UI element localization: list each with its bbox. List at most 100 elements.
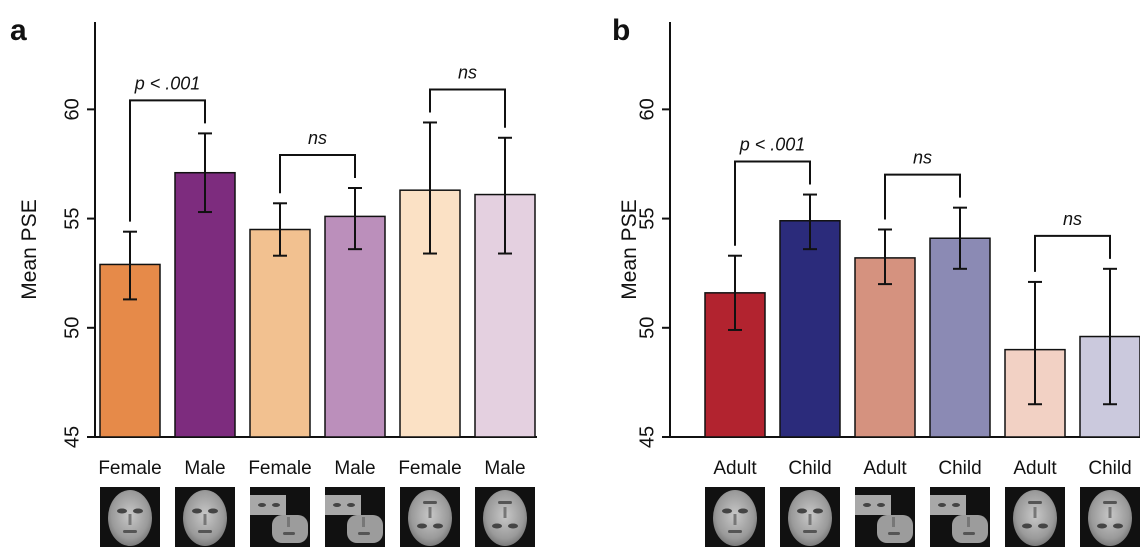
category-label: Female [98, 458, 161, 479]
nose [892, 517, 895, 527]
face-stimulus-split-face [250, 487, 310, 547]
bar [324, 215, 386, 438]
nose [503, 507, 507, 518]
top-half [250, 495, 286, 515]
panel-a: a Mean PSE 45 50 55 60 Female Male Female Male Fem… [10, 14, 537, 547]
top-half [855, 495, 891, 515]
y-tick-label: 60 [61, 98, 83, 120]
mouth [423, 501, 437, 504]
significance-label: ns [1063, 209, 1082, 229]
left-eye [117, 508, 127, 514]
category-label: Adult [863, 458, 907, 479]
right-eye [1038, 523, 1048, 529]
right-eye [508, 523, 518, 529]
y-tick-label: 50 [61, 317, 83, 339]
nose [967, 517, 970, 527]
mouth [963, 532, 975, 535]
category-label: Adult [713, 458, 757, 479]
left-eye [722, 508, 732, 514]
nose [1108, 507, 1112, 518]
y-tick-label: 55 [636, 207, 658, 229]
left-eye [1022, 523, 1032, 529]
bar [249, 228, 311, 438]
right-eye [272, 503, 280, 507]
y-tick-label: 60 [636, 98, 658, 120]
significance-label: ns [913, 148, 932, 168]
panel-letter: a [10, 14, 27, 47]
face-stimulus-whole-face [175, 487, 235, 547]
left-eye [417, 523, 427, 529]
category-label: Female [398, 458, 461, 479]
face-stimulus-split-face [325, 487, 385, 547]
panel-letter: b [612, 14, 630, 47]
mouth [123, 530, 137, 533]
significance-bracket [129, 99, 206, 222]
bottom-half [347, 515, 383, 543]
category-label: Child [1088, 458, 1131, 479]
mouth [803, 530, 817, 533]
y-axis-title: Mean PSE [618, 199, 641, 299]
y-axis-title: Mean PSE [18, 199, 41, 299]
left-eye [1097, 523, 1107, 529]
nose [428, 507, 432, 518]
category-label: Child [938, 458, 981, 479]
significance-label: ns [308, 128, 327, 148]
right-eye [952, 503, 960, 507]
significance-bracket [1034, 234, 1111, 272]
bar [929, 237, 991, 438]
left-eye [192, 508, 202, 514]
left-eye [797, 508, 807, 514]
left-eye [258, 503, 266, 507]
mouth [1028, 501, 1042, 504]
category-label: Child [788, 458, 831, 479]
face-stimulus-inverted-face [1005, 487, 1065, 547]
category-label: Adult [1013, 458, 1057, 479]
right-eye [738, 508, 748, 514]
face-stimulus-whole-face [780, 487, 840, 547]
mouth [888, 532, 900, 535]
nose [362, 517, 365, 527]
bottom-half [952, 515, 988, 543]
face-stimulus-split-face [855, 487, 915, 547]
face-stimulus-inverted-face [1080, 487, 1140, 547]
mouth [498, 501, 512, 504]
mouth [283, 532, 295, 535]
nose [808, 514, 812, 525]
left-eye [333, 503, 341, 507]
right-eye [813, 508, 823, 514]
significance-bracket [734, 160, 811, 246]
right-eye [208, 508, 218, 514]
face-stimulus-inverted-face [400, 487, 460, 547]
right-eye [347, 503, 355, 507]
y-tick-label: 45 [636, 426, 658, 448]
significance-label: p < .001 [739, 135, 806, 155]
y-tick-label: 45 [61, 426, 83, 448]
left-eye [492, 523, 502, 529]
left-eye [863, 503, 871, 507]
mouth [1103, 501, 1117, 504]
significance-bracket [884, 173, 961, 220]
left-eye [938, 503, 946, 507]
nose [1033, 507, 1037, 518]
right-eye [433, 523, 443, 529]
bar [779, 220, 841, 438]
mouth [728, 530, 742, 533]
right-eye [133, 508, 143, 514]
category-label: Female [248, 458, 311, 479]
face-stimulus-inverted-face [475, 487, 535, 547]
face-stimulus-whole-face [705, 487, 765, 547]
right-eye [1113, 523, 1123, 529]
mouth [358, 532, 370, 535]
face-stimulus-split-face [930, 487, 990, 547]
category-label: Male [184, 458, 225, 479]
bottom-half [272, 515, 308, 543]
bottom-half [877, 515, 913, 543]
nose [287, 517, 290, 527]
y-tick-label: 50 [636, 317, 658, 339]
category-label: Male [334, 458, 375, 479]
face-stimulus-whole-face [100, 487, 160, 547]
y-tick-label: 55 [61, 207, 83, 229]
bar [854, 257, 916, 438]
top-half [930, 495, 966, 515]
